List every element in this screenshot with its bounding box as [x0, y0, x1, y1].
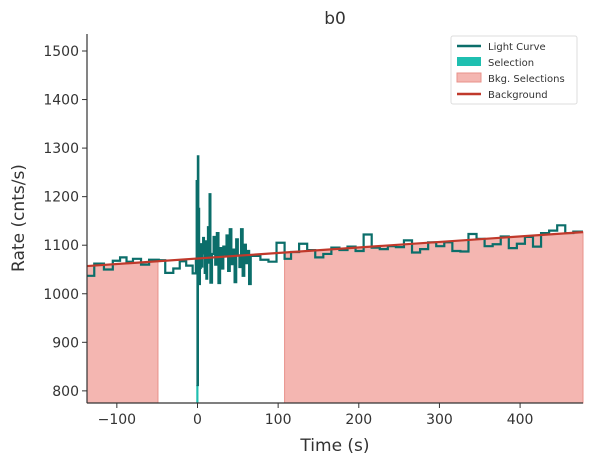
y-tick-label: 1300	[43, 141, 79, 157]
x-axis-label: Time (s)	[299, 436, 369, 456]
x-tick-label: 0	[193, 412, 202, 428]
x-tick-label: 200	[345, 412, 372, 428]
bkg-selection-layer	[86, 231, 584, 404]
selection-layer	[196, 385, 199, 403]
y-tick-label: 1000	[43, 287, 79, 303]
selection-region	[196, 385, 199, 403]
y-tick-label: 900	[52, 335, 79, 351]
bkg-selection-region-0	[86, 260, 159, 404]
legend-swatch-bkg-selections	[456, 72, 482, 83]
chart-title: b0	[324, 9, 346, 29]
bkg-selection-region-1	[284, 231, 584, 404]
legend-label-background: Background	[488, 90, 548, 101]
legend-label-light-curve: Light Curve	[488, 42, 546, 53]
y-tick-label: 1200	[43, 190, 79, 206]
legend-label-selection: Selection	[488, 58, 534, 69]
y-tick-label: 800	[52, 384, 79, 400]
light-curve-line	[87, 155, 583, 387]
legend-label-bkg-selections: Bkg. Selections	[488, 74, 565, 85]
x-tick-label: 400	[507, 412, 534, 428]
background-fit-layer	[86, 230, 584, 268]
light-curve-layer	[87, 155, 583, 387]
axes	[82, 34, 583, 408]
y-tick-label: 1500	[43, 44, 79, 60]
tick-labels: −100 0 100 200 300 400 800 900 1000 1100 1200 1300 1…	[43, 44, 533, 428]
legend-frame	[450, 35, 578, 105]
x-tick-label: 300	[426, 412, 453, 428]
y-tick-label: 1400	[43, 93, 79, 109]
legend: Light Curve Selection Bkg. Selections Ba…	[450, 35, 578, 105]
x-tick-label: −100	[98, 412, 136, 428]
background-fit-line	[86, 230, 584, 268]
legend-swatch-selection	[457, 57, 481, 66]
x-tick-label: 100	[265, 412, 292, 428]
y-axis-label: Rate (cnts/s)	[9, 164, 29, 272]
y-tick-label: 1100	[43, 238, 79, 254]
